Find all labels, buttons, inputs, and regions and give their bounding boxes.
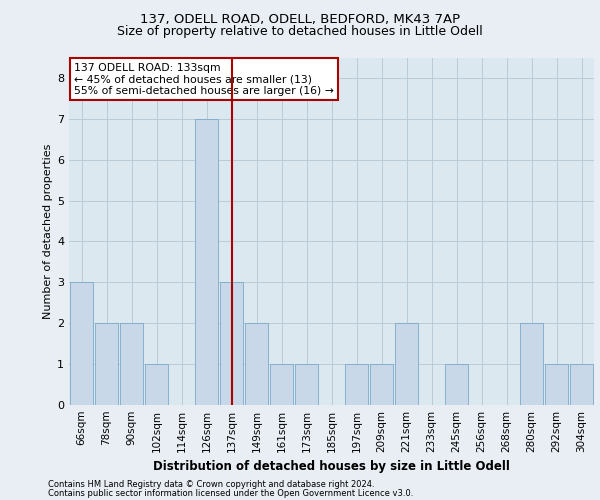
X-axis label: Distribution of detached houses by size in Little Odell: Distribution of detached houses by size … bbox=[153, 460, 510, 473]
Bar bbox=[245, 323, 268, 405]
Text: Contains HM Land Registry data © Crown copyright and database right 2024.: Contains HM Land Registry data © Crown c… bbox=[48, 480, 374, 489]
Text: 137, ODELL ROAD, ODELL, BEDFORD, MK43 7AP: 137, ODELL ROAD, ODELL, BEDFORD, MK43 7A… bbox=[140, 12, 460, 26]
Bar bbox=[70, 282, 93, 405]
Bar bbox=[545, 364, 568, 405]
Bar bbox=[145, 364, 168, 405]
Bar bbox=[345, 364, 368, 405]
Y-axis label: Number of detached properties: Number of detached properties bbox=[43, 144, 53, 319]
Bar bbox=[195, 119, 218, 405]
Bar bbox=[220, 282, 243, 405]
Bar bbox=[395, 323, 418, 405]
Text: Size of property relative to detached houses in Little Odell: Size of property relative to detached ho… bbox=[117, 25, 483, 38]
Bar bbox=[120, 323, 143, 405]
Bar bbox=[295, 364, 318, 405]
Bar bbox=[270, 364, 293, 405]
Bar bbox=[370, 364, 393, 405]
Text: Contains public sector information licensed under the Open Government Licence v3: Contains public sector information licen… bbox=[48, 488, 413, 498]
Text: 137 ODELL ROAD: 133sqm
← 45% of detached houses are smaller (13)
55% of semi-det: 137 ODELL ROAD: 133sqm ← 45% of detached… bbox=[74, 62, 334, 96]
Bar bbox=[95, 323, 118, 405]
Bar bbox=[445, 364, 468, 405]
Bar bbox=[570, 364, 593, 405]
Bar bbox=[520, 323, 543, 405]
